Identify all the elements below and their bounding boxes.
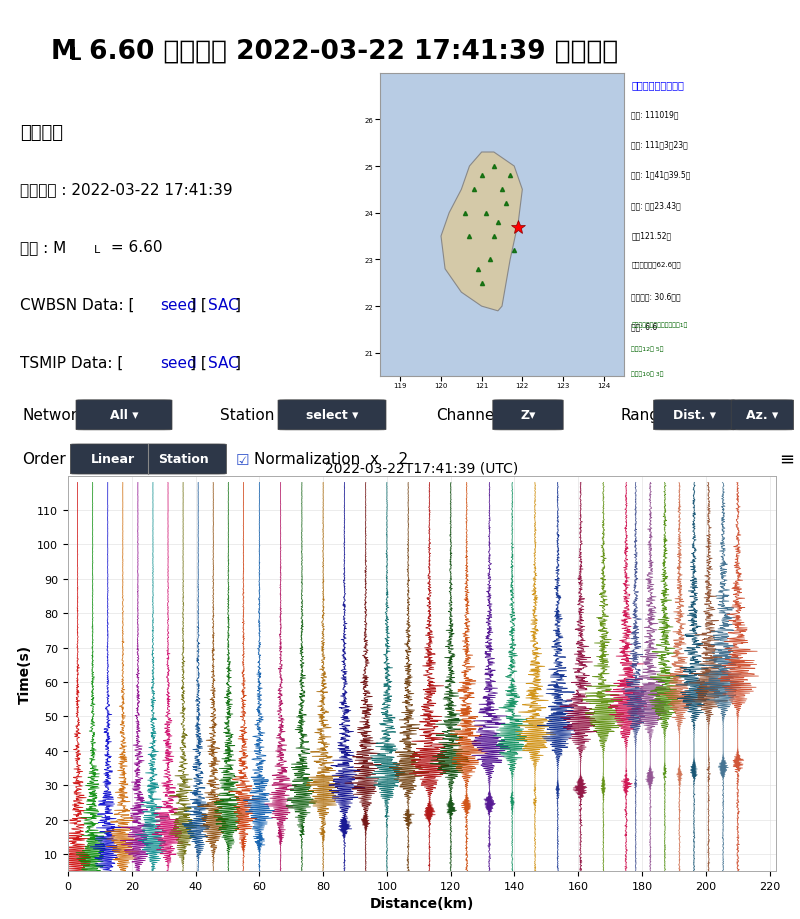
FancyBboxPatch shape [493, 401, 563, 430]
Text: ]: ] [234, 298, 241, 312]
Text: SAC: SAC [208, 298, 238, 312]
Text: 地震資訊: 地震資訊 [20, 124, 63, 142]
Title: 2022-03-22T17:41:39 (UTC): 2022-03-22T17:41:39 (UTC) [326, 461, 518, 475]
Text: ≡: ≡ [779, 450, 794, 468]
FancyBboxPatch shape [654, 401, 735, 430]
Text: ] [: ] [ [190, 298, 206, 312]
Text: seed: seed [160, 356, 197, 370]
Text: M: M [50, 39, 77, 64]
Text: Az. ▾: Az. ▾ [746, 409, 778, 422]
Text: ]: ] [234, 356, 241, 370]
Text: 宜蘭眆10級 3則: 宜蘭眆10級 3則 [631, 370, 664, 376]
Text: 編號: 111019号: 編號: 111019号 [631, 110, 678, 119]
Text: All ▾: All ▾ [110, 409, 138, 422]
Text: Linear: Linear [91, 453, 135, 466]
Text: 規模: 6.6: 規模: 6.6 [631, 323, 658, 331]
Text: 6.60 發震時間 2022-03-22 17:41:39 資料下載: 6.60 發震時間 2022-03-22 17:41:39 資料下載 [80, 39, 618, 64]
Text: 地震深度: 30.6公里: 地震深度: 30.6公里 [631, 292, 681, 301]
Text: L: L [70, 46, 81, 64]
Text: Channel: Channel [436, 408, 498, 423]
Y-axis label: Time(s): Time(s) [18, 644, 32, 703]
Text: 各地最大震度（依中央氣象局1）: 各地最大震度（依中央氣象局1） [631, 323, 688, 328]
Text: Network: Network [22, 408, 86, 423]
X-axis label: Distance(km): Distance(km) [370, 896, 474, 911]
Text: 規模 : M: 規模 : M [20, 240, 66, 255]
Text: 時間: 1時41分39.5秒: 時間: 1時41分39.5秒 [631, 171, 690, 179]
Text: L: L [94, 244, 100, 255]
Text: 花賮眆12級 5則: 花賮眆12級 5則 [631, 346, 664, 352]
FancyBboxPatch shape [731, 401, 794, 430]
Text: ☑: ☑ [236, 452, 250, 467]
Text: Station: Station [220, 408, 274, 423]
Text: CWBSN Data: [: CWBSN Data: [ [20, 298, 134, 312]
Text: Normalization  x    2: Normalization x 2 [254, 452, 409, 467]
Text: seed: seed [160, 298, 197, 312]
Text: select ▾: select ▾ [306, 409, 358, 422]
Text: ] [: ] [ [190, 356, 206, 370]
Text: 中央氣象局地震報告: 中央氣象局地震報告 [631, 80, 684, 89]
Text: Z▾: Z▾ [520, 409, 536, 422]
Text: 發震時間 : 2022-03-22 17:41:39: 發震時間 : 2022-03-22 17:41:39 [20, 182, 233, 197]
Text: 位置: 北緯23.43度: 位置: 北緯23.43度 [631, 201, 681, 210]
Polygon shape [441, 153, 522, 312]
Text: Dist. ▾: Dist. ▾ [673, 409, 716, 422]
FancyBboxPatch shape [278, 401, 386, 430]
FancyBboxPatch shape [70, 445, 226, 474]
Text: 日期: 111年3月23日: 日期: 111年3月23日 [631, 141, 688, 149]
Text: Station: Station [158, 453, 209, 466]
Text: = 6.60: = 6.60 [106, 240, 162, 255]
Text: 花賮縣北方剢62.6公里: 花賮縣北方剢62.6公里 [631, 262, 681, 268]
Text: Range: Range [620, 408, 669, 423]
Text: 東經121.52度: 東經121.52度 [631, 232, 671, 240]
Text: Order: Order [22, 452, 66, 467]
Text: SAC: SAC [208, 356, 238, 370]
FancyBboxPatch shape [76, 401, 172, 430]
Text: TSMIP Data: [: TSMIP Data: [ [20, 356, 123, 370]
